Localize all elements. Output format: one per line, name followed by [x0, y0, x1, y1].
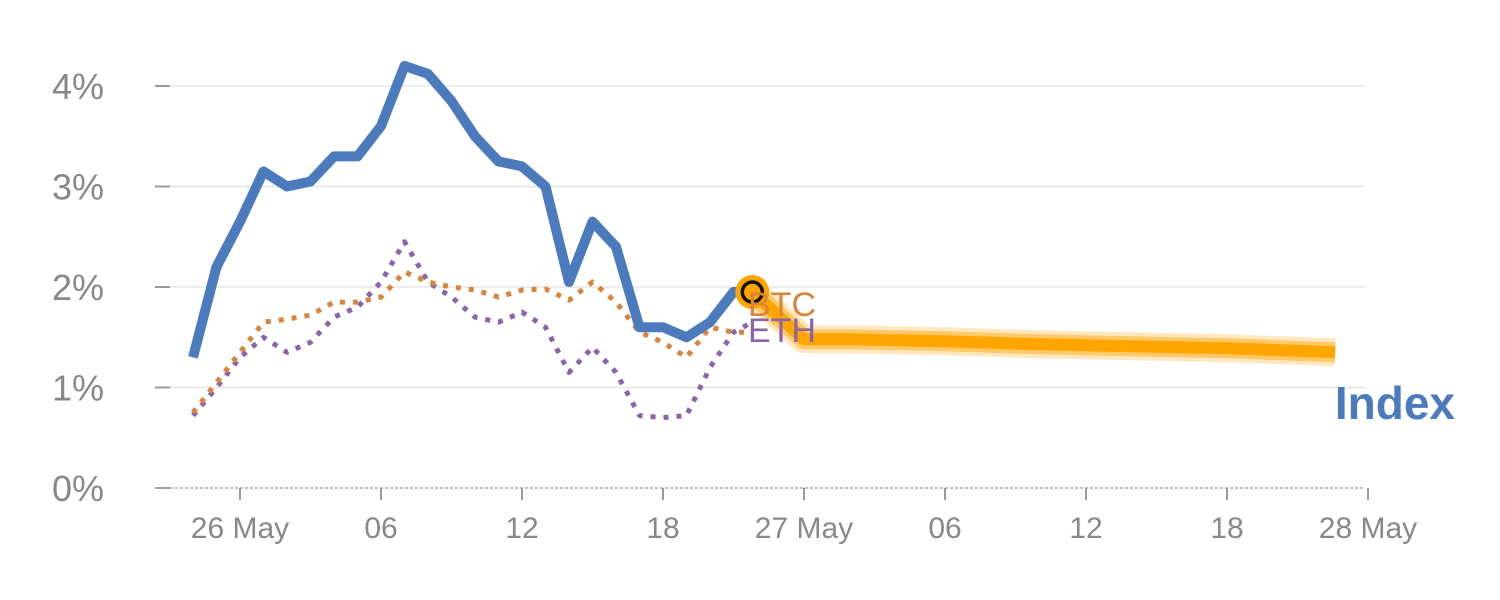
series-line-eth [191, 239, 754, 421]
x-tick-label: 12 [1069, 512, 1102, 545]
y-tick-label: 0% [52, 468, 104, 509]
series-label-btc: BTC [748, 286, 816, 324]
y-tick-label: 1% [52, 368, 104, 409]
current-marker-inner [740, 280, 765, 304]
series-line-index [188, 60, 753, 359]
series-line-btc [191, 269, 753, 415]
x-tick-label: 12 [505, 512, 538, 545]
index-label: Index [1335, 377, 1456, 429]
series-label-eth: ETH [748, 312, 816, 350]
forecast-line [748, 287, 1336, 359]
y-tick-label: 2% [52, 267, 104, 308]
x-tick-label: 06 [928, 512, 961, 545]
x-tick-label: 06 [364, 512, 397, 545]
y-tick-label: 3% [52, 167, 104, 208]
series-group [188, 60, 1336, 421]
current-marker-outer [735, 275, 770, 310]
x-tick-label: 18 [646, 512, 679, 545]
x-tick-label: 28 May [1319, 512, 1417, 545]
y-tick-label: 4% [52, 66, 104, 107]
axes: 0% 1% 2% 3% 4% 26 May 06 12 18 27 May 06 12 18 28 May [52, 66, 1417, 545]
x-tick-label: 26 May [191, 512, 289, 545]
x-tick-label: 18 [1210, 512, 1243, 545]
grid [170, 85, 1365, 389]
x-tick-label: 27 May [755, 512, 853, 545]
